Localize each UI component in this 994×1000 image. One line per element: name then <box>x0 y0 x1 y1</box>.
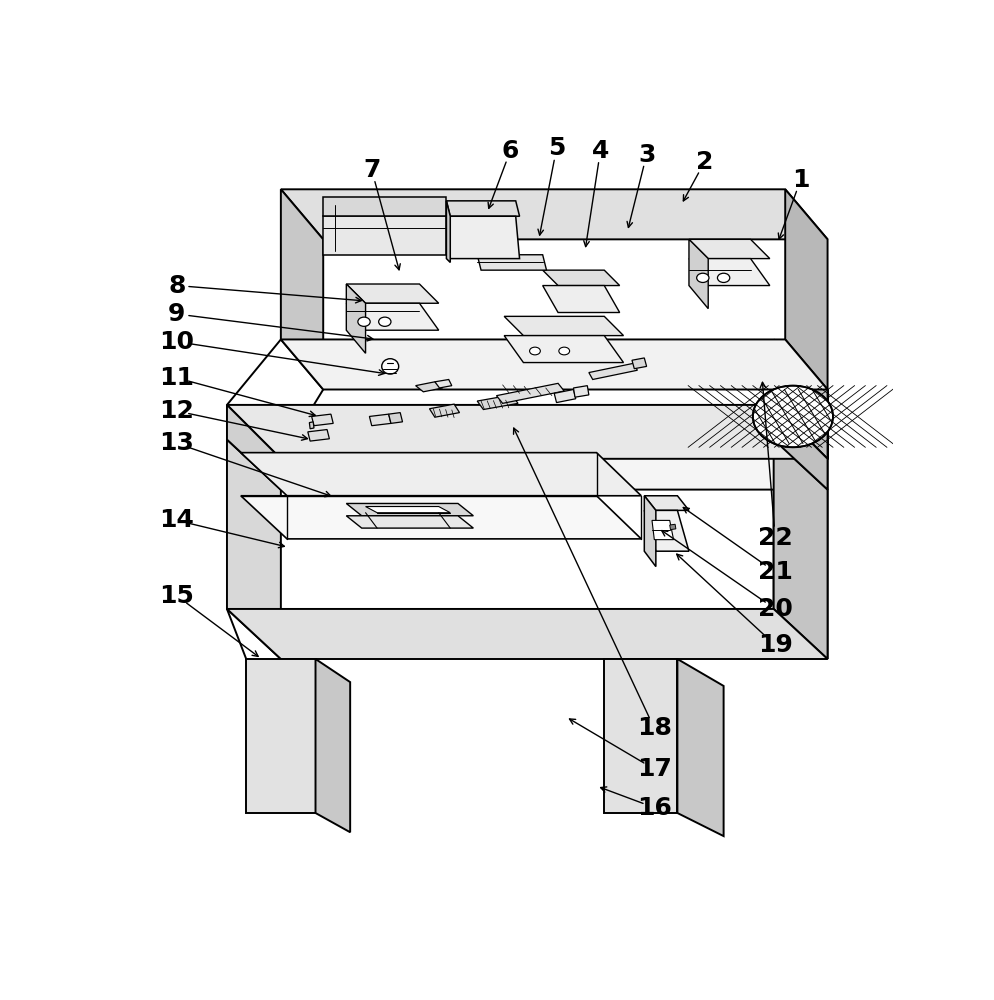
Polygon shape <box>280 189 323 389</box>
Polygon shape <box>688 239 708 309</box>
Text: 21: 21 <box>757 560 792 584</box>
Polygon shape <box>446 201 450 262</box>
Polygon shape <box>246 659 315 813</box>
Polygon shape <box>346 516 473 528</box>
Ellipse shape <box>696 273 709 282</box>
Polygon shape <box>446 201 519 216</box>
Ellipse shape <box>752 386 832 447</box>
Text: 1: 1 <box>791 168 808 192</box>
Ellipse shape <box>559 347 569 355</box>
Text: 10: 10 <box>159 330 194 354</box>
Polygon shape <box>227 440 827 490</box>
Polygon shape <box>651 520 673 540</box>
Polygon shape <box>227 609 827 659</box>
Polygon shape <box>227 405 827 459</box>
Text: 4: 4 <box>591 139 608 163</box>
Text: 8: 8 <box>168 274 186 298</box>
Polygon shape <box>631 358 646 369</box>
Polygon shape <box>773 440 827 659</box>
Text: 6: 6 <box>501 139 519 163</box>
Text: 12: 12 <box>159 399 194 423</box>
Polygon shape <box>603 659 677 813</box>
Polygon shape <box>477 255 546 270</box>
Polygon shape <box>644 496 688 510</box>
Text: 17: 17 <box>636 757 671 781</box>
Ellipse shape <box>382 359 399 374</box>
Polygon shape <box>688 239 769 259</box>
Polygon shape <box>227 440 280 659</box>
Polygon shape <box>496 383 564 403</box>
Polygon shape <box>241 453 640 496</box>
Text: 15: 15 <box>159 584 194 608</box>
Polygon shape <box>346 503 473 516</box>
Ellipse shape <box>379 317 391 326</box>
Text: 11: 11 <box>159 366 194 390</box>
Text: 22: 22 <box>757 526 792 550</box>
Polygon shape <box>346 303 438 330</box>
Polygon shape <box>773 405 827 490</box>
Polygon shape <box>542 286 619 312</box>
Polygon shape <box>227 405 280 490</box>
Polygon shape <box>588 363 637 379</box>
Polygon shape <box>554 389 576 403</box>
Polygon shape <box>434 379 451 388</box>
Text: 7: 7 <box>363 158 380 182</box>
Polygon shape <box>688 259 769 286</box>
Polygon shape <box>477 395 518 410</box>
Polygon shape <box>429 404 459 417</box>
Text: 5: 5 <box>548 136 565 160</box>
Text: 14: 14 <box>159 508 194 532</box>
Text: 13: 13 <box>159 431 194 455</box>
Polygon shape <box>323 216 446 255</box>
Polygon shape <box>752 386 832 447</box>
Polygon shape <box>504 336 623 363</box>
Text: 16: 16 <box>636 796 671 820</box>
Ellipse shape <box>529 347 540 355</box>
Polygon shape <box>677 659 723 836</box>
Polygon shape <box>346 284 365 353</box>
Polygon shape <box>669 524 675 530</box>
Polygon shape <box>504 316 623 336</box>
Polygon shape <box>241 496 640 539</box>
Polygon shape <box>307 430 329 441</box>
Polygon shape <box>309 422 314 429</box>
Polygon shape <box>573 386 588 397</box>
Polygon shape <box>365 507 450 513</box>
Polygon shape <box>389 413 403 423</box>
Text: 9: 9 <box>168 302 186 326</box>
Text: 2: 2 <box>695 150 713 174</box>
Polygon shape <box>311 414 333 426</box>
Text: 19: 19 <box>757 633 792 657</box>
Ellipse shape <box>358 317 370 326</box>
Polygon shape <box>644 496 655 567</box>
Polygon shape <box>415 382 442 392</box>
Ellipse shape <box>717 273 729 282</box>
Text: 3: 3 <box>637 143 655 167</box>
Polygon shape <box>280 339 827 389</box>
Text: 20: 20 <box>757 597 792 621</box>
Text: 18: 18 <box>636 716 671 740</box>
Polygon shape <box>315 659 350 832</box>
Polygon shape <box>773 339 827 659</box>
Polygon shape <box>542 270 619 286</box>
Polygon shape <box>784 189 827 389</box>
Polygon shape <box>323 197 446 216</box>
Polygon shape <box>369 414 391 426</box>
Polygon shape <box>280 189 827 239</box>
Polygon shape <box>346 284 438 303</box>
Polygon shape <box>446 216 519 259</box>
Polygon shape <box>644 510 688 551</box>
